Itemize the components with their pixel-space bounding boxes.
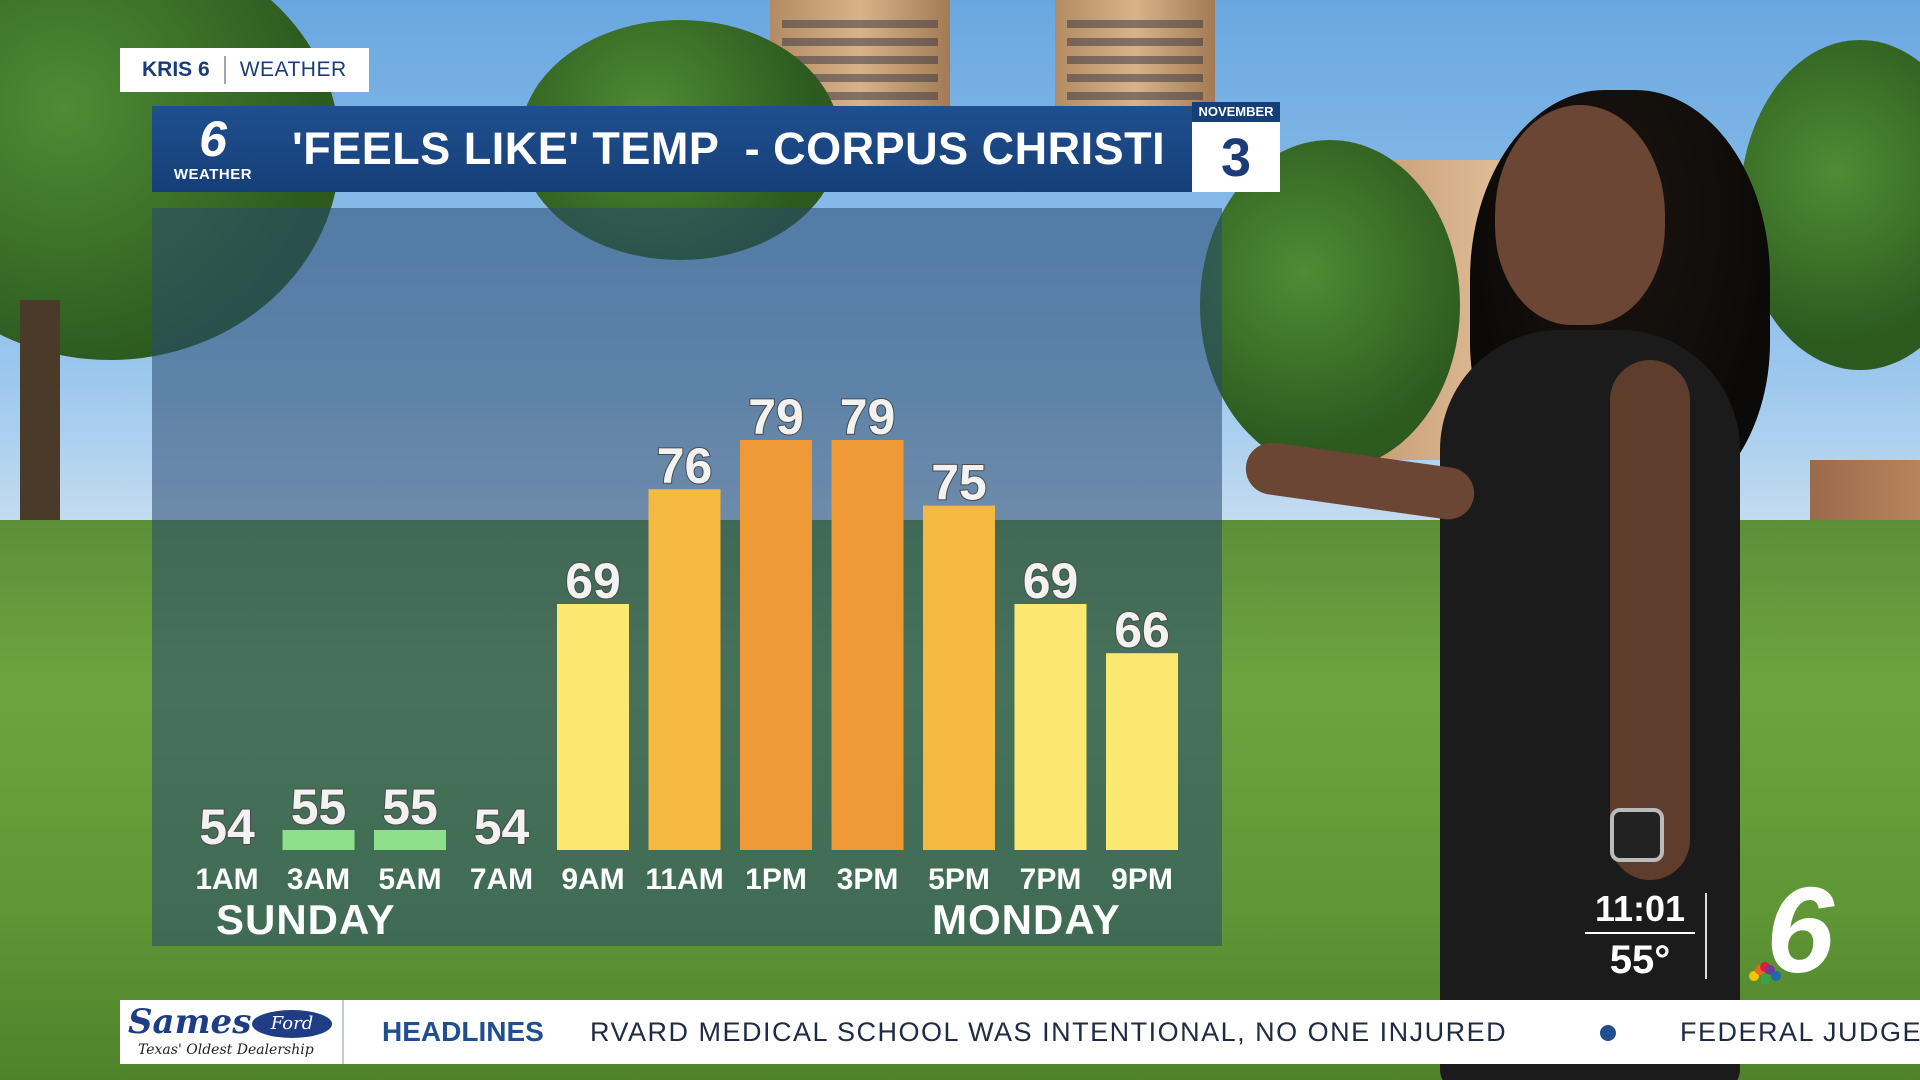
day-label-sunday: SUNDAY bbox=[216, 896, 396, 943]
logo-number: 6 bbox=[199, 110, 227, 167]
x-tick-label: 9AM bbox=[561, 863, 624, 896]
current-temp: 55° bbox=[1609, 938, 1671, 982]
x-tick-label: 5PM bbox=[928, 863, 990, 896]
bar-value-label: 79 bbox=[840, 389, 896, 445]
bar-value-label: 69 bbox=[1023, 553, 1079, 609]
feels-like-bar-chart: 54 1AM 55 3AM 55 5AM 54 7AM 69 9AM 76 11AM 79 1PM 79 3P… bbox=[195, 388, 1178, 896]
x-tick-label: 7AM bbox=[470, 863, 533, 896]
bar-value-label: 54 bbox=[474, 799, 530, 855]
bar-3pm bbox=[831, 440, 904, 850]
bar-value-label: 66 bbox=[1114, 602, 1170, 658]
logo-label: WEATHER bbox=[173, 165, 253, 183]
bar-value-label: 75 bbox=[931, 455, 987, 511]
chart-panel: 54 1AM 55 3AM 55 5AM 54 7AM 69 9AM 76 11AM 79 1PM 79 3P… bbox=[152, 208, 1222, 946]
background-tree bbox=[1740, 40, 1920, 370]
bar-5pm bbox=[923, 505, 995, 850]
date-month: NOVEMBER bbox=[1192, 102, 1280, 122]
bar-value-label: 76 bbox=[657, 438, 713, 494]
x-tick-label: 5AM bbox=[378, 863, 441, 896]
station-bug: KRIS 6 WEATHER bbox=[120, 48, 369, 92]
sponsor-name: Sames bbox=[128, 1002, 252, 1042]
ticker-headline: RVARD MEDICAL SCHOOL WAS INTENTIONAL, NO… bbox=[590, 1017, 1508, 1047]
sponsor-logo: Sames Ford Texas' Oldest Dealership bbox=[120, 1000, 344, 1064]
bar-value-label: 55 bbox=[291, 779, 347, 835]
x-tick-label: 9PM bbox=[1111, 863, 1173, 896]
bar-9am bbox=[557, 604, 629, 850]
bar-3am bbox=[282, 830, 355, 850]
ticker-bullet-icon bbox=[1600, 1025, 1616, 1041]
background-tree bbox=[1200, 140, 1460, 470]
bar-value-label: 79 bbox=[748, 389, 804, 445]
date-day: 3 bbox=[1220, 128, 1252, 188]
x-tick-label: 1PM bbox=[745, 863, 807, 896]
bar-value-label: 55 bbox=[382, 779, 438, 835]
station-logo-6: 6 bbox=[1766, 862, 1834, 998]
watch-icon bbox=[1610, 808, 1664, 862]
bug-divider bbox=[223, 56, 226, 84]
day-label-monday: MONDAY bbox=[932, 896, 1121, 943]
station-brand: KRIS 6 bbox=[142, 58, 210, 81]
chart-title: 'FEELS LIKE' TEMP - CORPUS CHRISTI bbox=[292, 123, 1166, 174]
bar-1pm bbox=[740, 440, 812, 850]
bar-5am bbox=[374, 830, 446, 850]
x-tick-label: 11AM bbox=[645, 863, 723, 896]
x-tick-label: 3PM bbox=[837, 863, 899, 896]
current-time: 11:01 bbox=[1585, 888, 1695, 934]
title-banner: 6 WEATHER 'FEELS LIKE' TEMP - CORPUS CHR… bbox=[152, 106, 1192, 192]
weather-logo: 6 WEATHER bbox=[152, 106, 274, 192]
presenter-head bbox=[1495, 105, 1665, 325]
x-tick-label: 7PM bbox=[1020, 863, 1082, 896]
presenter bbox=[1440, 330, 1740, 1080]
bar-9pm bbox=[1106, 653, 1178, 850]
x-tick-label: 1AM bbox=[195, 863, 258, 896]
date-box: NOVEMBER 3 bbox=[1192, 102, 1280, 192]
sponsor-oval-logo: Ford bbox=[252, 1010, 332, 1038]
bar-11am bbox=[648, 489, 721, 850]
background-tower-right bbox=[1055, 0, 1215, 110]
sponsor-tagline: Texas' Oldest Dealership bbox=[138, 1042, 314, 1058]
presenter-arm bbox=[1610, 360, 1690, 880]
x-tick-label: 3AM bbox=[287, 863, 350, 896]
ticker-section: HEADLINES bbox=[382, 1016, 544, 1047]
ticker-headline: FEDERAL JUDGE bbox=[1680, 1017, 1920, 1047]
bar-7pm bbox=[1014, 604, 1087, 850]
bar-value-label: 54 bbox=[199, 799, 255, 855]
tree-trunk bbox=[20, 300, 60, 560]
news-ticker: Sames Ford Texas' Oldest Dealership HEAD… bbox=[120, 1000, 1920, 1064]
peacock-icon bbox=[1749, 962, 1781, 984]
station-section: WEATHER bbox=[239, 58, 347, 81]
clock-divider bbox=[1705, 893, 1707, 979]
clock-temp: 11:01 55° bbox=[1585, 888, 1695, 983]
bar-value-label: 69 bbox=[565, 553, 621, 609]
